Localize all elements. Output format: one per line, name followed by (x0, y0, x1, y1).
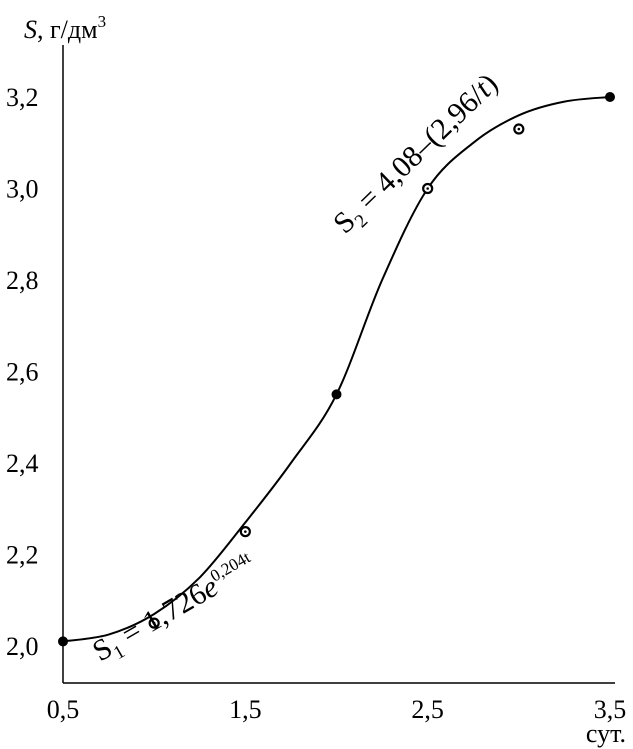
data-point-ring (239, 526, 251, 538)
eq1-main: = 1,726 (110, 577, 213, 655)
data-point-filled (58, 636, 68, 647)
y-tick-label: 2,6 (6, 358, 39, 387)
axes (62, 45, 615, 684)
fit-curve (62, 96, 611, 643)
x-tick-label: 2,5 (411, 695, 444, 724)
data-point-filled (331, 389, 342, 400)
y-axis-unit-superscript: 3 (98, 12, 107, 31)
data-point-ring (513, 123, 525, 135)
y-tick-label: 2,4 (6, 449, 39, 478)
x-axis-title: сут. (586, 719, 626, 748)
y-tick-label: 2,0 (6, 632, 39, 661)
y-axis-unit: , г/дм (37, 15, 98, 44)
y-axis-title: S, г/дм3 (24, 12, 106, 44)
data-point-ring (422, 182, 434, 195)
data-points (58, 92, 615, 647)
y-tick-label: 2,8 (6, 266, 39, 295)
y-tick-label: 3,2 (6, 83, 39, 112)
x-tick-label: 3,5 (594, 695, 627, 724)
x-tick-label: 0,5 (47, 695, 80, 724)
y-tick-labels: 2,0 2,2 2,4 2,6 2,8 3,0 3,2 (6, 83, 39, 661)
x-tick-labels: 0,5 1,5 2,5 3,5 (47, 695, 627, 724)
y-axis-symbol: S (24, 15, 37, 44)
data-point-ring (148, 617, 160, 629)
eq2-main: = 4,08–(2,96/ (346, 79, 492, 221)
y-tick-label: 3,0 (6, 175, 39, 204)
data-point-filled (605, 92, 615, 102)
y-tick-label: 2,2 (6, 541, 39, 570)
x-tick-label: 1,5 (229, 695, 262, 724)
eq1-exponent: 0,204t (207, 548, 254, 586)
equation-s1: S1 = 1,726e0,204t (87, 548, 264, 673)
equation-s2: S2 = 4,08–(2,96/t) (327, 67, 508, 244)
